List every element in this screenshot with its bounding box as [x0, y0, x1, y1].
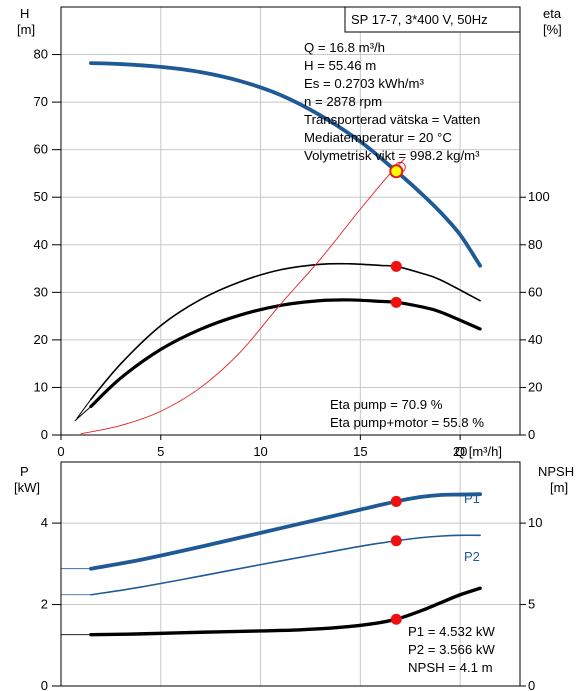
y-right-tick-label: 80: [528, 237, 542, 252]
y-right-tick-label: 60: [528, 284, 542, 299]
h-axis-label: H: [20, 6, 29, 21]
info-liquid: Transporterad vätska = Vatten: [304, 112, 480, 127]
eta-unit-label: [%]: [543, 22, 562, 37]
top-chart-tick-labels: 0 10 20 30 40 50 60 70 80 0 20 40 60 80 100 0 5 10 15 20: [34, 47, 550, 459]
y-right-tick-label: 20: [528, 379, 542, 394]
duty-point-info: Q = 16.8 m³/h H = 55.46 m Es = 0.2703 kW…: [304, 40, 480, 163]
series-label-p1: P1: [464, 491, 480, 506]
series-Es: [80, 158, 405, 435]
y-left-tick-label: 20: [34, 332, 48, 347]
top-chart-grid: [61, 7, 520, 435]
info-n: n = 2878 rpm: [304, 94, 382, 109]
npsh-axis-label: NPSH: [538, 464, 574, 479]
series-P1: [89, 492, 482, 571]
y-left-tick-label: 2: [41, 597, 48, 612]
efficiency-info: Eta pump = 70.9 % Eta pump+motor = 55.8 …: [330, 397, 484, 430]
info-density: Volymetrisk vikt = 998.2 kg/m³: [304, 148, 480, 163]
y-left-tick-label: 40: [34, 237, 48, 252]
y-left-tick-label: 80: [34, 47, 48, 62]
series-eta-pump-motor: [89, 298, 482, 409]
duty-point-dot: [390, 613, 402, 625]
info-temperature: Mediatemperatur = 20 °C: [304, 130, 452, 145]
x-tick-label: 5: [157, 444, 164, 459]
bottom-chart-series: [60, 492, 482, 637]
y-left-tick-label: 70: [34, 94, 48, 109]
y-right-tick-label: 5: [528, 597, 535, 612]
info-eta-pump-motor: Eta pump+motor = 55.8 %: [330, 415, 484, 430]
series-eta-thin-tail2: [76, 398, 92, 419]
y-left-tick-label: 0: [41, 427, 48, 442]
duty-point-marker: [389, 164, 404, 179]
series-eta-pump: [90, 262, 481, 401]
chart-title: SP 17-7, 3*400 V, 50Hz: [351, 12, 488, 27]
bottom-plot-frame: [60, 461, 521, 687]
y-right-tick-label: 100: [528, 189, 550, 204]
npsh-unit-label: [m]: [550, 480, 568, 495]
x-tick-label: 15: [353, 444, 367, 459]
h-unit-label: [m]: [17, 22, 35, 37]
y-left-tick-label: 30: [34, 284, 48, 299]
series-eta-thin-tail: [74, 405, 92, 422]
y-left-tick-label: 10: [34, 379, 48, 394]
top-chart-duty-points: [389, 161, 406, 308]
bottom-chart-duty-points: [390, 495, 402, 625]
info-p2: P2 = 3.566 kW: [408, 642, 495, 657]
p-axis-label: P: [20, 464, 29, 479]
info-h: H = 55.46 m: [304, 58, 376, 73]
series-H: [89, 61, 482, 268]
x-tick-label: 10: [253, 444, 267, 459]
y-left-tick-label: 0: [41, 678, 48, 691]
bottom-chart-grid: [61, 462, 520, 686]
y-left-tick-label: 60: [34, 142, 48, 157]
eta-axis-label: eta: [543, 6, 562, 21]
info-es: Es = 0.2703 kWh/m³: [304, 76, 424, 91]
p-unit-label: [kW]: [14, 480, 40, 495]
top-plot-frame: [60, 6, 521, 436]
duty-point-dot: [390, 495, 402, 507]
info-q: Q = 16.8 m³/h: [304, 40, 385, 55]
y-right-tick-label: 10: [528, 515, 542, 530]
q-axis-label: Q [m³/h]: [455, 444, 502, 459]
y-left-tick-label: 4: [41, 515, 48, 530]
series-NPSH: [89, 586, 482, 637]
y-left-tick-label: 50: [34, 189, 48, 204]
y-right-tick-label: 0: [528, 427, 535, 442]
y-right-tick-label: 40: [528, 332, 542, 347]
power-info: P1 = 4.532 kW P2 = 3.566 kW NPSH = 4.1 m: [408, 624, 495, 675]
y-right-tick-label: 0: [528, 678, 535, 691]
bottom-chart-tick-labels: 0 2 4 0 5 10: [41, 515, 543, 691]
info-eta-pump: Eta pump = 70.9 %: [330, 397, 443, 412]
series-label-p2: P2: [464, 549, 480, 564]
duty-point-dot: [390, 535, 402, 547]
series-P2: [90, 534, 481, 596]
chart-title-box: [344, 6, 521, 33]
duty-point-dot: [390, 296, 402, 308]
info-p1: P1 = 4.532 kW: [408, 624, 495, 639]
x-tick-label: 20: [453, 444, 467, 459]
top-chart-series: [74, 61, 482, 435]
x-tick-label: 0: [57, 444, 64, 459]
info-npsh: NPSH = 4.1 m: [408, 660, 493, 675]
duty-point-dot: [390, 260, 402, 272]
